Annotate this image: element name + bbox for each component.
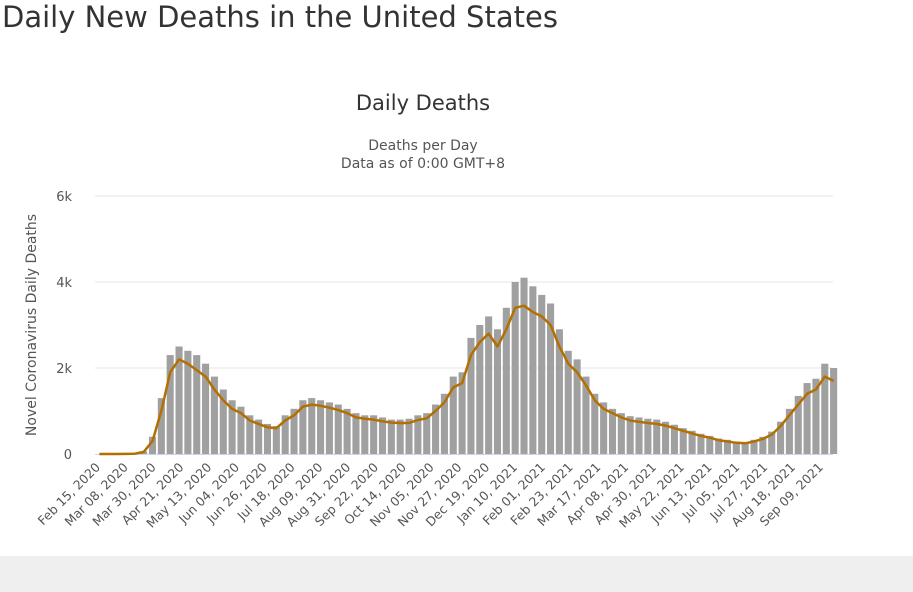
bar xyxy=(219,389,227,454)
bar xyxy=(148,436,157,454)
bar xyxy=(830,368,838,454)
bar xyxy=(547,303,555,454)
bar xyxy=(697,433,705,454)
bar xyxy=(511,282,519,454)
bar xyxy=(626,416,634,454)
bar xyxy=(317,400,325,454)
bar xyxy=(741,441,749,454)
bar xyxy=(246,415,254,454)
y-tick-label: 6k xyxy=(56,190,72,205)
bar xyxy=(759,436,767,454)
bar xyxy=(325,402,333,454)
bar xyxy=(440,393,448,454)
bar xyxy=(263,423,272,454)
bar xyxy=(414,415,422,454)
bar xyxy=(202,363,210,454)
y-axis-label: Novel Coronavirus Daily Deaths xyxy=(24,214,40,436)
bar xyxy=(794,395,802,454)
bar xyxy=(308,398,316,454)
bar xyxy=(334,404,342,454)
bar xyxy=(370,415,378,454)
chart-title: Daily Deaths xyxy=(356,91,490,115)
bar xyxy=(387,419,395,454)
bar xyxy=(573,359,581,454)
bar xyxy=(662,421,670,454)
bar xyxy=(582,376,590,454)
bar xyxy=(529,286,537,454)
bar xyxy=(449,376,457,454)
bar xyxy=(812,378,820,454)
bar xyxy=(564,350,572,454)
bar xyxy=(175,346,183,454)
bar xyxy=(591,393,599,454)
bar xyxy=(157,398,165,454)
bar xyxy=(538,294,546,454)
bar xyxy=(423,413,431,454)
bar xyxy=(485,316,493,454)
bar xyxy=(237,406,245,454)
bar xyxy=(608,408,617,454)
page-title: Daily New Deaths in the United States xyxy=(2,0,558,34)
bar xyxy=(184,350,192,454)
bar xyxy=(493,329,502,454)
chart-subtitle: Deaths per Day xyxy=(368,138,477,154)
bar xyxy=(555,329,563,454)
bar xyxy=(600,402,608,454)
bar xyxy=(467,337,475,454)
bar xyxy=(777,421,785,454)
y-tick-label: 4k xyxy=(56,276,72,291)
bar xyxy=(396,419,404,454)
bar xyxy=(405,418,413,454)
bar xyxy=(299,400,307,454)
bar xyxy=(750,439,758,454)
bar xyxy=(803,383,811,454)
bar xyxy=(644,418,652,454)
bar xyxy=(670,424,678,454)
daily-deaths-chart: Daily Deaths Deaths per Day Data as of 0:0… xyxy=(24,91,838,531)
bar xyxy=(432,404,440,454)
bar xyxy=(281,415,289,454)
bar xyxy=(193,355,201,454)
bar xyxy=(679,428,687,454)
chart-subtitle: Data as of 0:00 GMT+8 xyxy=(341,156,505,172)
bar xyxy=(352,413,360,454)
bar xyxy=(255,419,263,454)
bar xyxy=(653,419,661,454)
bar xyxy=(210,376,218,454)
bar xyxy=(166,355,174,454)
bar xyxy=(706,435,714,454)
bar xyxy=(228,400,236,454)
footer-band xyxy=(0,556,913,592)
bar xyxy=(617,413,625,454)
bar xyxy=(343,408,351,454)
bar xyxy=(723,439,732,454)
bar xyxy=(635,417,643,454)
bar xyxy=(476,325,484,454)
bar xyxy=(715,438,723,454)
bar xyxy=(732,441,740,454)
y-tick-label: 0 xyxy=(64,448,72,463)
bar xyxy=(378,417,387,454)
y-tick-label: 2k xyxy=(56,362,72,377)
bar xyxy=(502,307,510,454)
bar xyxy=(361,415,369,454)
bar xyxy=(458,372,466,454)
bar xyxy=(290,408,298,454)
bar xyxy=(785,408,793,454)
bar xyxy=(768,431,776,454)
bar xyxy=(520,277,528,454)
moving-average-line xyxy=(99,304,835,456)
bar xyxy=(821,363,829,454)
bar xyxy=(272,426,280,454)
bar xyxy=(688,430,696,454)
